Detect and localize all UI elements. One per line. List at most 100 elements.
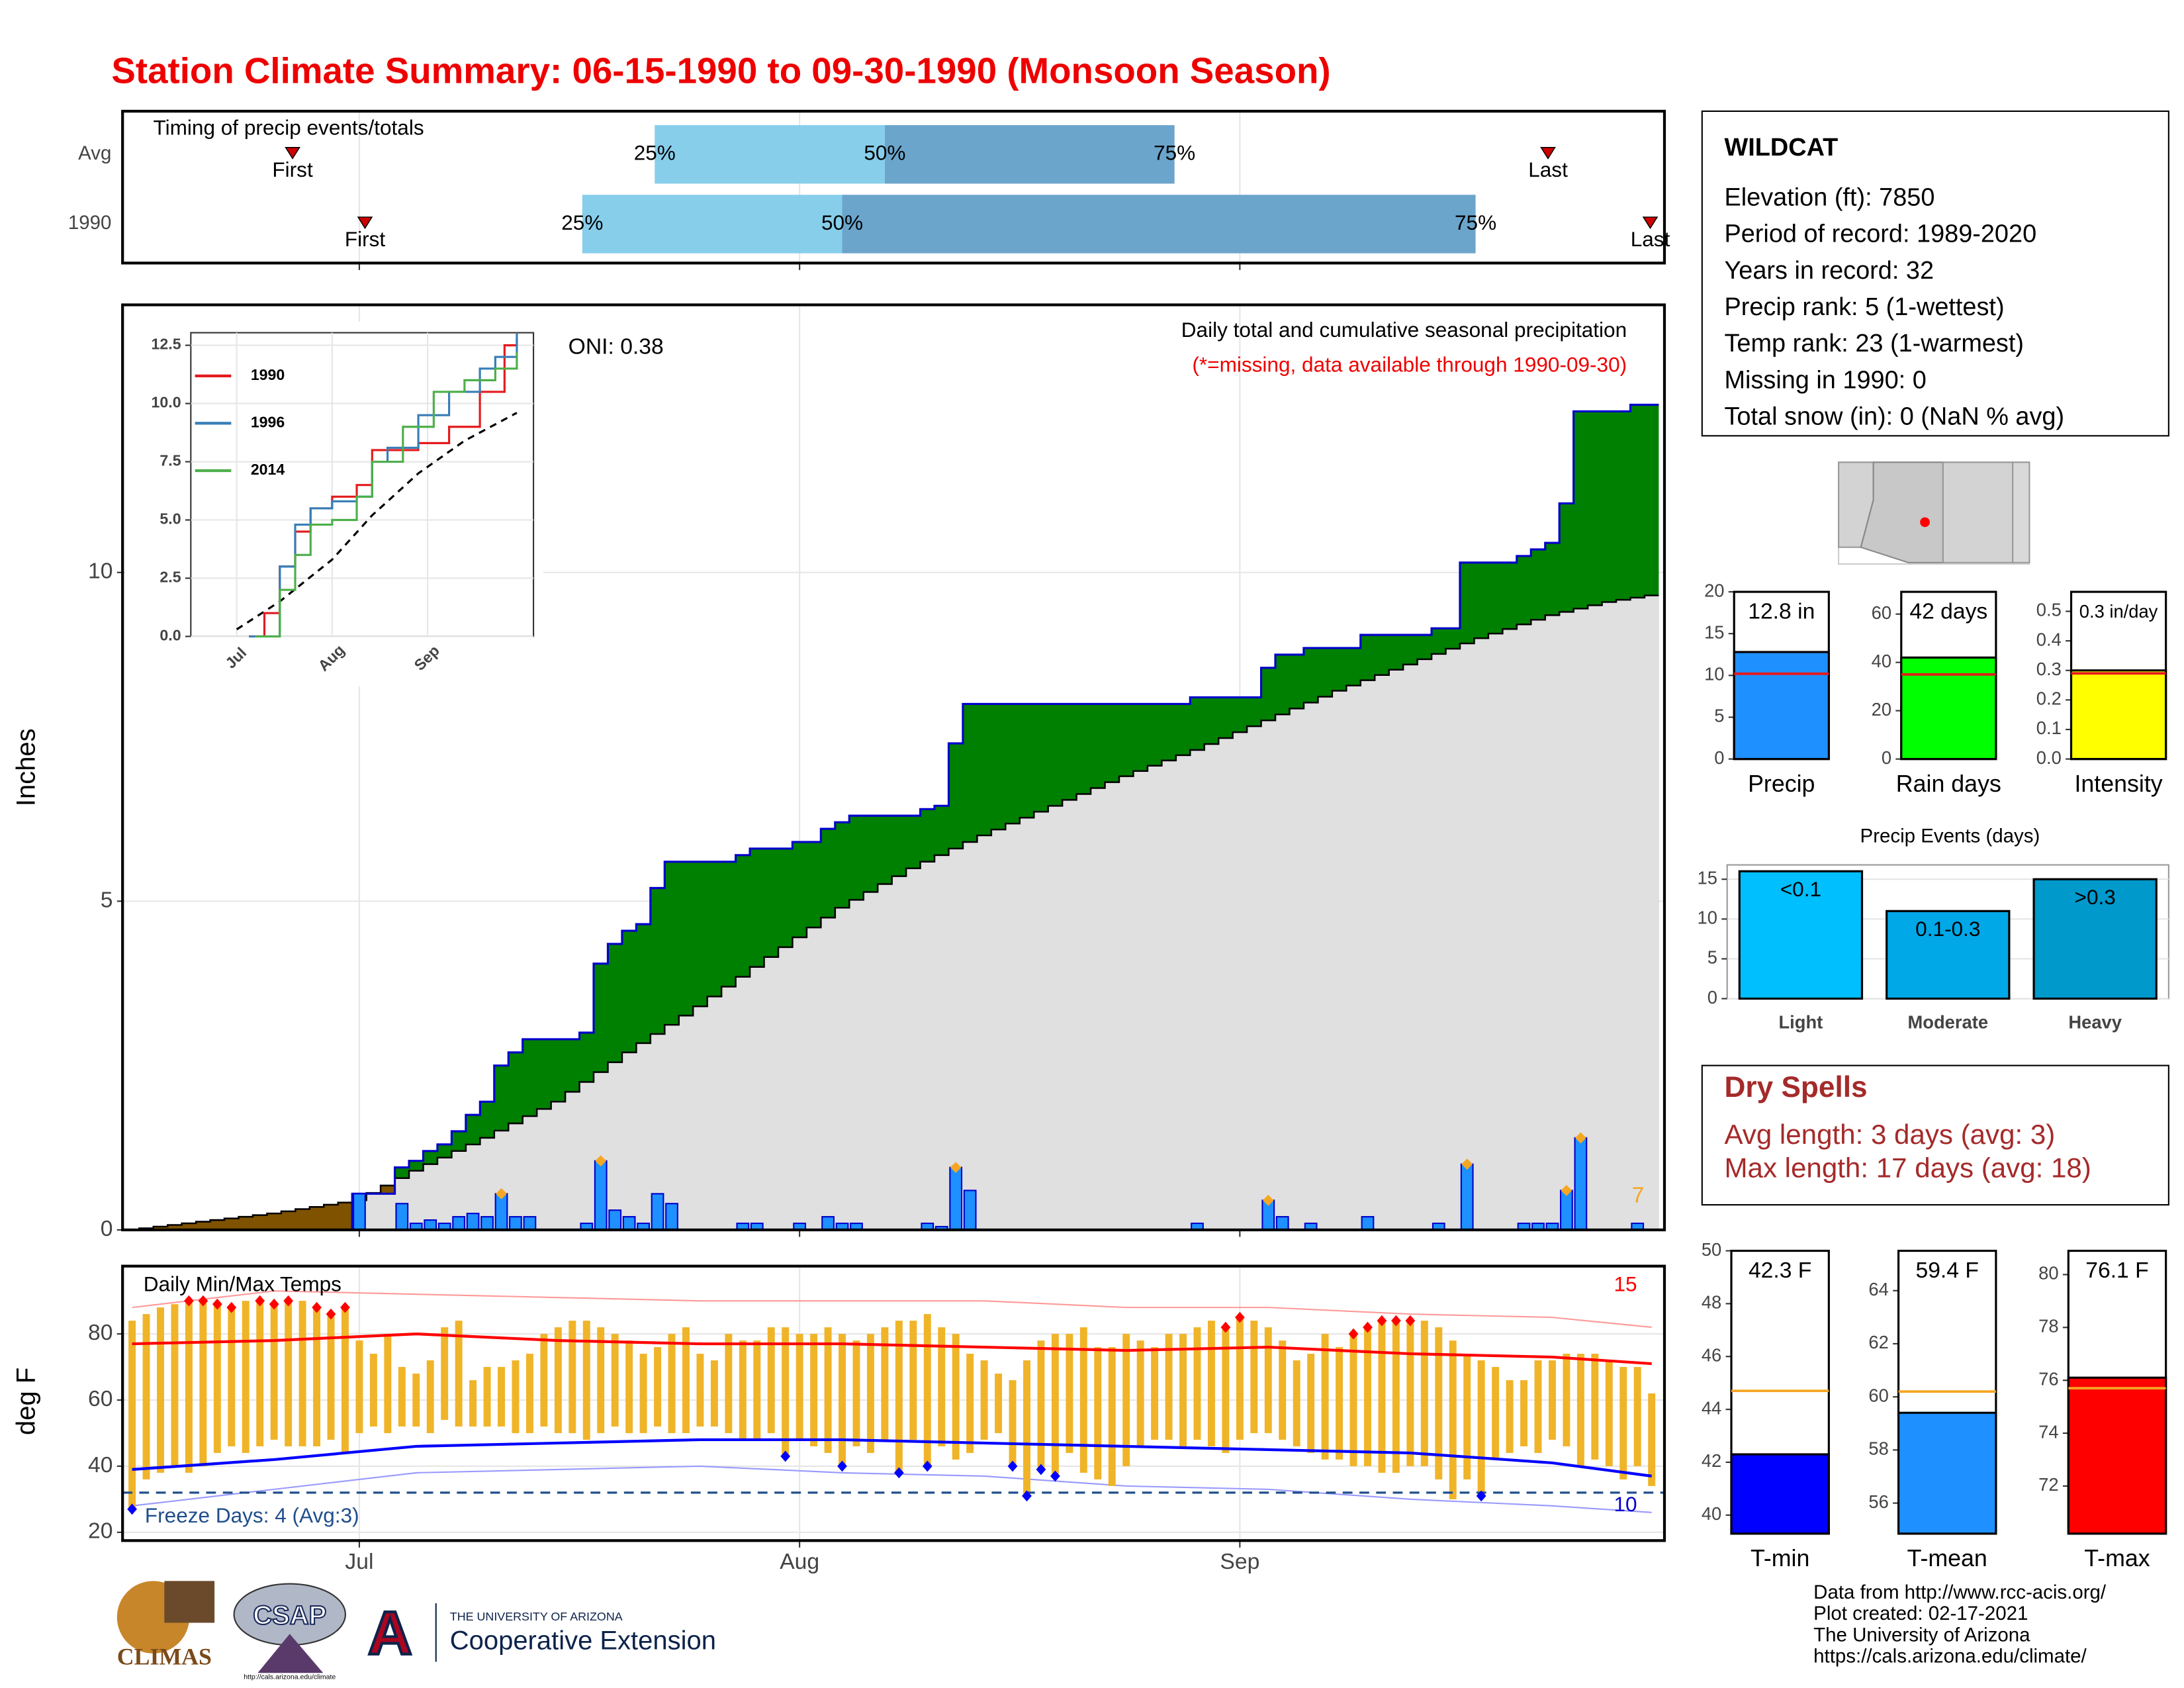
- map-state: [1942, 461, 2014, 563]
- csap-text: CSAP: [253, 1601, 326, 1630]
- temp-range-bar: [782, 1327, 790, 1456]
- temp-range-bar: [839, 1334, 846, 1466]
- temp-range-bar: [895, 1321, 903, 1473]
- temp-range-bar: [952, 1334, 960, 1460]
- temp-range-bar: [525, 1354, 533, 1433]
- temp-range-bar: [625, 1340, 633, 1433]
- station-line: Elevation (ft): 7850: [1724, 184, 1934, 212]
- temp-range-bar: [909, 1321, 917, 1440]
- y-tick-label: 0.2: [2036, 688, 2062, 709]
- y-tick-label: 78: [2038, 1316, 2058, 1336]
- temp-marker: [198, 1295, 208, 1307]
- temp-range-bar: [426, 1360, 434, 1433]
- temp-range-bar: [512, 1360, 520, 1433]
- timing-title: Timing of precip events/totals: [154, 116, 424, 140]
- y-axis-label: deg F: [12, 1368, 41, 1435]
- quantile-label: 50%: [821, 211, 863, 234]
- station-line: Missing in 1990: 0: [1724, 366, 1926, 394]
- temp-range-bar: [1236, 1317, 1244, 1440]
- y-tick-label: 10.0: [152, 394, 181, 411]
- temp-range-bar: [1009, 1380, 1017, 1466]
- temp-range-bar: [1165, 1334, 1173, 1440]
- csap-logo: [257, 1634, 324, 1673]
- temp-range-bar: [597, 1327, 605, 1433]
- temp-marker: [283, 1295, 293, 1307]
- y-tick-label: 76: [2038, 1368, 2058, 1389]
- y-tick-label: 60: [1868, 1385, 1888, 1405]
- events-title: Precip Events (days): [1860, 825, 2040, 847]
- temp-range-bar: [298, 1301, 306, 1446]
- high-count: 15: [1614, 1272, 1637, 1295]
- temp-range-bar: [1321, 1334, 1329, 1460]
- daily-bar: [353, 1193, 366, 1231]
- y-tick-label: 60: [88, 1387, 113, 1411]
- temp-range-bar: [824, 1327, 832, 1453]
- y-tick-label: 20: [1872, 699, 1891, 720]
- coop-text: Cooperative Extension: [450, 1626, 716, 1655]
- temp-range-bar: [1108, 1347, 1116, 1486]
- temps-frame: [121, 1264, 1666, 1542]
- y-tick-label: 15: [1698, 867, 1717, 888]
- temp-range-bar: [498, 1367, 505, 1427]
- y-tick-label: 0.1: [2036, 718, 2062, 738]
- temp-range-bar: [441, 1327, 449, 1420]
- temp-range-bar: [1548, 1360, 1556, 1440]
- temp-range-bar: [1094, 1347, 1102, 1479]
- event-range: >0.3: [2075, 885, 2116, 909]
- timing-bar-low: [582, 195, 842, 254]
- row-label: 1990: [68, 212, 112, 234]
- event-bar: [2032, 878, 2158, 1000]
- temp-marker: [1476, 1490, 1486, 1502]
- temp-range-bar: [1037, 1340, 1045, 1470]
- x-tick-label: Sep: [1220, 1550, 1259, 1574]
- temp-range-bar: [1633, 1367, 1641, 1466]
- daily-bar: [949, 1166, 963, 1231]
- map-state: [2012, 461, 2030, 563]
- ua-logo: A: [368, 1599, 412, 1667]
- row-label: Avg: [78, 142, 111, 164]
- temp-range-bar: [369, 1354, 377, 1427]
- cumulative-line: [124, 403, 1659, 1231]
- event-category: Light: [1778, 1012, 1823, 1033]
- temp-range-bar: [1293, 1360, 1300, 1446]
- avg-max-line: [132, 1332, 1652, 1366]
- y-tick-label: 74: [2038, 1421, 2058, 1442]
- temp-marker: [1050, 1470, 1060, 1482]
- temp-marker: [269, 1298, 279, 1310]
- y-tick-label: 0: [1714, 747, 1724, 768]
- average-line: [124, 594, 1659, 1231]
- temp-range-bar: [1420, 1321, 1428, 1466]
- temp-range-bar: [639, 1354, 647, 1433]
- timing-marker: [357, 216, 373, 230]
- summary-value-label: 42.3 F: [1749, 1258, 1811, 1283]
- y-tick-label: 40: [1872, 651, 1891, 671]
- temp-range-bar: [1307, 1354, 1315, 1453]
- temp-range-bar: [1605, 1360, 1613, 1466]
- daily-bar: [963, 1190, 977, 1231]
- temp-range-bar: [256, 1301, 264, 1446]
- temp-range-bar: [171, 1304, 179, 1466]
- temp-range-bar: [157, 1307, 164, 1473]
- daily-bar: [509, 1216, 522, 1231]
- temp-range-bar: [739, 1340, 747, 1440]
- temp-range-bar: [1066, 1334, 1073, 1453]
- daily-bar: [466, 1213, 480, 1231]
- temp-range-bar: [1023, 1360, 1030, 1496]
- temp-range-bar: [228, 1307, 236, 1446]
- y-tick-label: 0.3: [2036, 659, 2062, 679]
- daily-bar: [452, 1216, 466, 1231]
- temp-range-bar: [384, 1334, 392, 1433]
- y-tick-label: 5: [1707, 947, 1717, 968]
- temp-range-bar: [725, 1334, 733, 1433]
- y-tick-label: 72: [2038, 1474, 2058, 1495]
- y-tick-label: 0.5: [2036, 600, 2062, 620]
- temp-marker: [837, 1460, 847, 1472]
- record-high-line: [132, 1290, 1652, 1329]
- temp-marker: [312, 1301, 322, 1313]
- temp-range-bar: [185, 1301, 193, 1473]
- temp-marker: [326, 1308, 336, 1320]
- y-tick-label: 40: [88, 1453, 113, 1477]
- temp-range-bar: [355, 1340, 363, 1433]
- station-line: Years in record: 32: [1724, 257, 1934, 285]
- summary-value-label: 59.4 F: [1916, 1258, 1979, 1283]
